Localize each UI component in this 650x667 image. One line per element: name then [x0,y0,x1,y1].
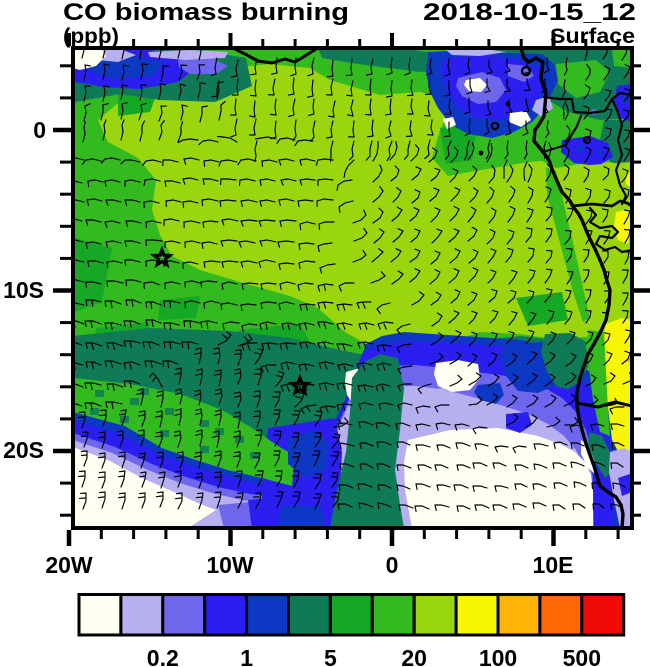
svg-text:2018-10-15_12: 2018-10-15_12 [423,0,636,26]
svg-text:10E: 10E [533,552,574,578]
svg-text:CO biomass burning: CO biomass burning [63,0,349,26]
svg-text:20S: 20S [3,437,44,463]
svg-text:0: 0 [33,117,46,143]
svg-text:10S: 10S [3,277,44,303]
svg-text:Surface: Surface [550,25,635,48]
svg-text:20: 20 [401,645,427,667]
svg-text:5: 5 [324,645,337,667]
svg-text:1: 1 [240,645,253,667]
svg-text:10W: 10W [206,552,254,578]
svg-text:(ppb): (ppb) [63,25,119,48]
svg-text:20W: 20W [45,552,93,578]
svg-text:0: 0 [386,552,399,578]
svg-text:100: 100 [479,645,517,667]
svg-text:500: 500 [563,645,601,667]
svg-text:0.2: 0.2 [147,645,179,667]
